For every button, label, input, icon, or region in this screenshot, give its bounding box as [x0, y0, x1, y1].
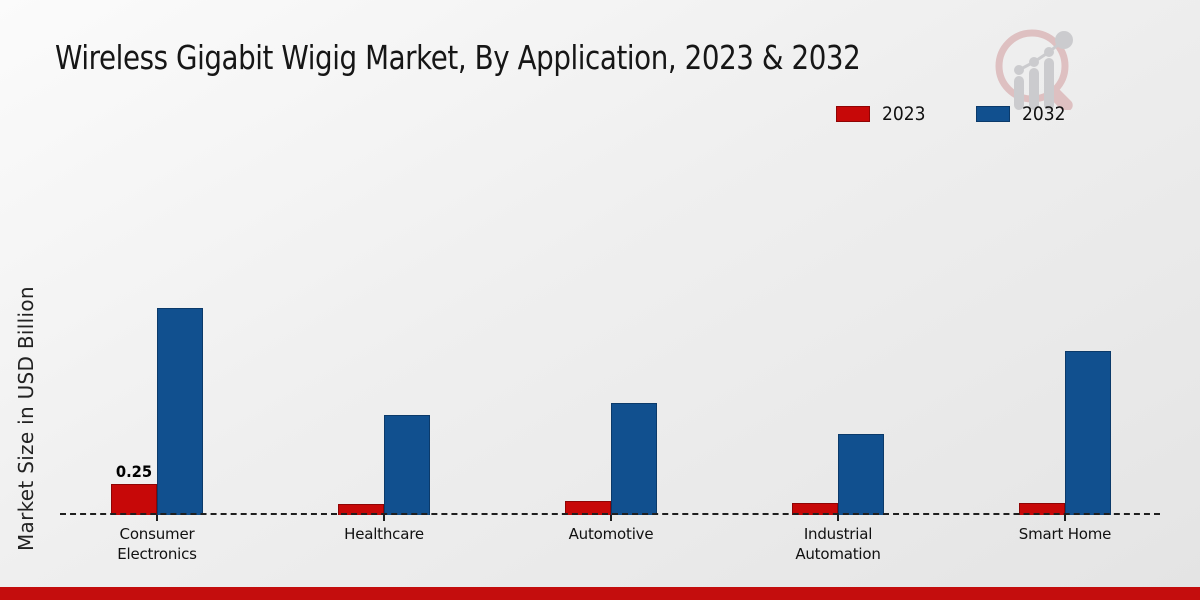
x-category-label: Healthcare [344, 525, 424, 543]
magnifier-growth-chart-logo-icon [995, 29, 1073, 110]
bar-2032-4 [1065, 351, 1111, 515]
x-category-label: Smart Home [1018, 525, 1112, 543]
bar-2023-3 [792, 503, 838, 515]
x-category-label: Industrial Automation [795, 525, 881, 564]
x-category-label: Automotive [568, 525, 654, 543]
x-axis-tick [383, 515, 385, 521]
bar-2023-2 [565, 501, 611, 515]
legend-label-2023: 2023 [882, 103, 926, 125]
x-axis-tick [837, 515, 839, 521]
legend-item-2032: 2032 [976, 103, 1070, 125]
chart-title: Wireless Gigabit Wigig Market, By Applic… [55, 38, 861, 77]
x-axis-tick [610, 515, 612, 521]
bar-2023-4 [1019, 503, 1065, 515]
bar-value-label: 0.25 [115, 462, 153, 481]
zero-axis-line [60, 513, 1160, 515]
bar-2032-0 [157, 308, 203, 515]
x-axis-tick [156, 515, 158, 521]
x-category-label: Consumer Electronics [117, 525, 197, 564]
legend-label-2032: 2032 [1022, 103, 1066, 125]
legend-swatch-2032 [976, 106, 1011, 122]
bar-2023-0 [111, 484, 157, 515]
legend-swatch-2023 [836, 106, 870, 122]
footer-brand-band [0, 587, 1200, 600]
x-axis-tick [1064, 515, 1066, 521]
bar-2032-2 [611, 403, 657, 515]
legend-item-2023: 2023 [836, 103, 930, 125]
legend: 2023 2032 [836, 103, 1071, 125]
bar-2032-3 [838, 434, 884, 515]
bar-2032-1 [384, 415, 430, 515]
bar-2023-1 [338, 504, 384, 515]
